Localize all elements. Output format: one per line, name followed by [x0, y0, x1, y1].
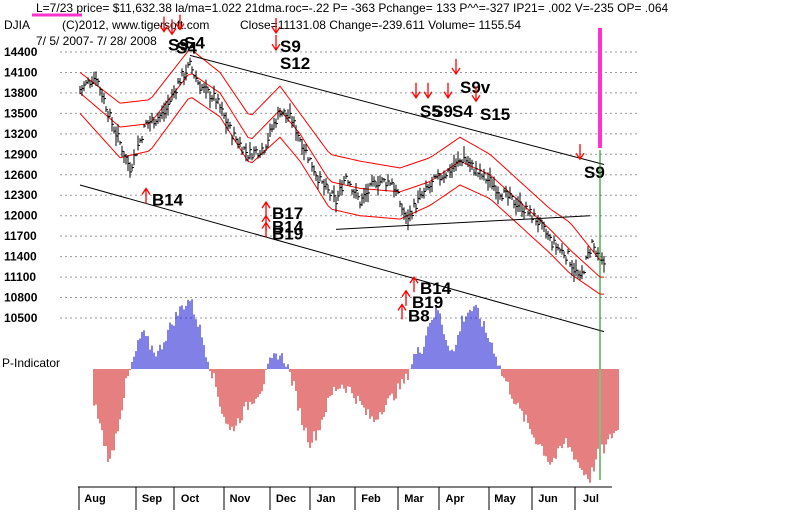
signal-label: B8	[408, 306, 430, 325]
sell-arrow	[271, 35, 281, 52]
month-label: Feb	[361, 493, 381, 505]
sell-arrow	[471, 86, 481, 103]
y-tick-label: 11100	[4, 270, 36, 284]
month-label: Mar	[404, 493, 424, 505]
signal-label: S5	[420, 102, 441, 121]
lower-band-line	[79, 97, 604, 295]
month-label: Oct	[181, 493, 200, 505]
copyright-label: (C)2012, www.tigersoft.com	[62, 18, 209, 32]
sell-arrow	[159, 16, 169, 33]
buy-arrow	[141, 187, 151, 204]
y-tick-label: 10500	[4, 311, 38, 325]
month-label: Apr	[446, 493, 466, 505]
signal-label: S4	[176, 38, 197, 57]
trendline	[189, 54, 605, 166]
month-label: Sep	[142, 493, 162, 505]
y-tick-label: 14100	[4, 65, 38, 79]
signal-label: B17	[272, 204, 303, 223]
date-range: 7/ 5/ 2007- 7/ 28/ 2008	[36, 34, 157, 48]
y-tick-label: 10800	[4, 291, 38, 305]
y-tick-label: 11400	[4, 250, 37, 264]
p-indicator-histogram	[93, 299, 619, 483]
signal-label: S15	[480, 105, 510, 124]
y-tick-label: 13200	[4, 127, 38, 141]
y-tick-label: 12600	[4, 168, 38, 182]
month-label: Jul	[583, 493, 599, 505]
y-tick-label: 12000	[4, 209, 38, 223]
signal-label: S9	[584, 163, 605, 182]
buy-arrow	[397, 303, 407, 320]
month-label: Jun	[538, 493, 558, 505]
signal-label: S12	[280, 54, 310, 73]
signal-label: B19	[272, 225, 303, 244]
y-tick-label: 13500	[4, 106, 38, 120]
sell-arrow	[451, 58, 461, 76]
y-tick-label: 14400	[4, 45, 38, 59]
close-info: Close=11131.08 Change=-239.611 Volume= 1…	[240, 18, 521, 32]
month-label: Dec	[276, 493, 296, 505]
signal-label: B19	[412, 293, 443, 312]
sell-arrow	[167, 19, 177, 36]
header-line1: L=7/23 price= $11,632.38 la/ma=1.022 21d…	[36, 1, 668, 15]
p-indicator-label: P-Indicator	[2, 356, 60, 370]
buy-arrow	[409, 275, 419, 293]
symbol-label: DJIA	[4, 18, 30, 32]
buy-arrow	[261, 221, 271, 238]
signal-label: S9	[168, 36, 189, 55]
month-label: Nov	[230, 493, 252, 505]
signal-label: B14	[152, 190, 184, 209]
buy-arrow	[401, 289, 411, 306]
sell-arrow	[175, 14, 185, 31]
middle-band-line	[79, 73, 604, 278]
y-tick-label: 12300	[4, 188, 38, 202]
sell-arrow	[411, 82, 421, 99]
month-label: Jan	[317, 493, 336, 505]
sell-arrow	[423, 82, 433, 99]
signal-label: B14	[272, 218, 304, 237]
trendline	[335, 215, 591, 230]
signal-label: S9	[432, 102, 453, 121]
month-label: May	[494, 493, 516, 505]
bands	[79, 49, 604, 295]
price-bars	[79, 57, 606, 283]
signal-label: S4	[452, 102, 473, 121]
sell-arrow	[271, 18, 281, 35]
y-tick-label: 11700	[4, 229, 37, 243]
sell-arrow	[575, 144, 585, 161]
month-label: Aug	[84, 493, 105, 505]
y-tick-label: 12900	[4, 147, 38, 161]
signal-label: S4	[184, 34, 205, 53]
upper-band-line	[79, 49, 604, 261]
month-axis: Aug Sep Oct Nov Dec Jan Feb Mar Apr May Jun Jul	[78, 487, 599, 510]
y-tick-label: 13800	[4, 86, 38, 100]
sell-arrow	[443, 82, 453, 99]
trendlines	[79, 54, 605, 333]
y-axis-ticks: 14400 14100 13800 13500 13200 12900 12600 12300…	[4, 45, 38, 325]
price-grid	[60, 51, 640, 319]
signal-label: B14	[420, 279, 452, 298]
trendline	[79, 184, 605, 333]
signal-label: S9	[280, 37, 301, 56]
